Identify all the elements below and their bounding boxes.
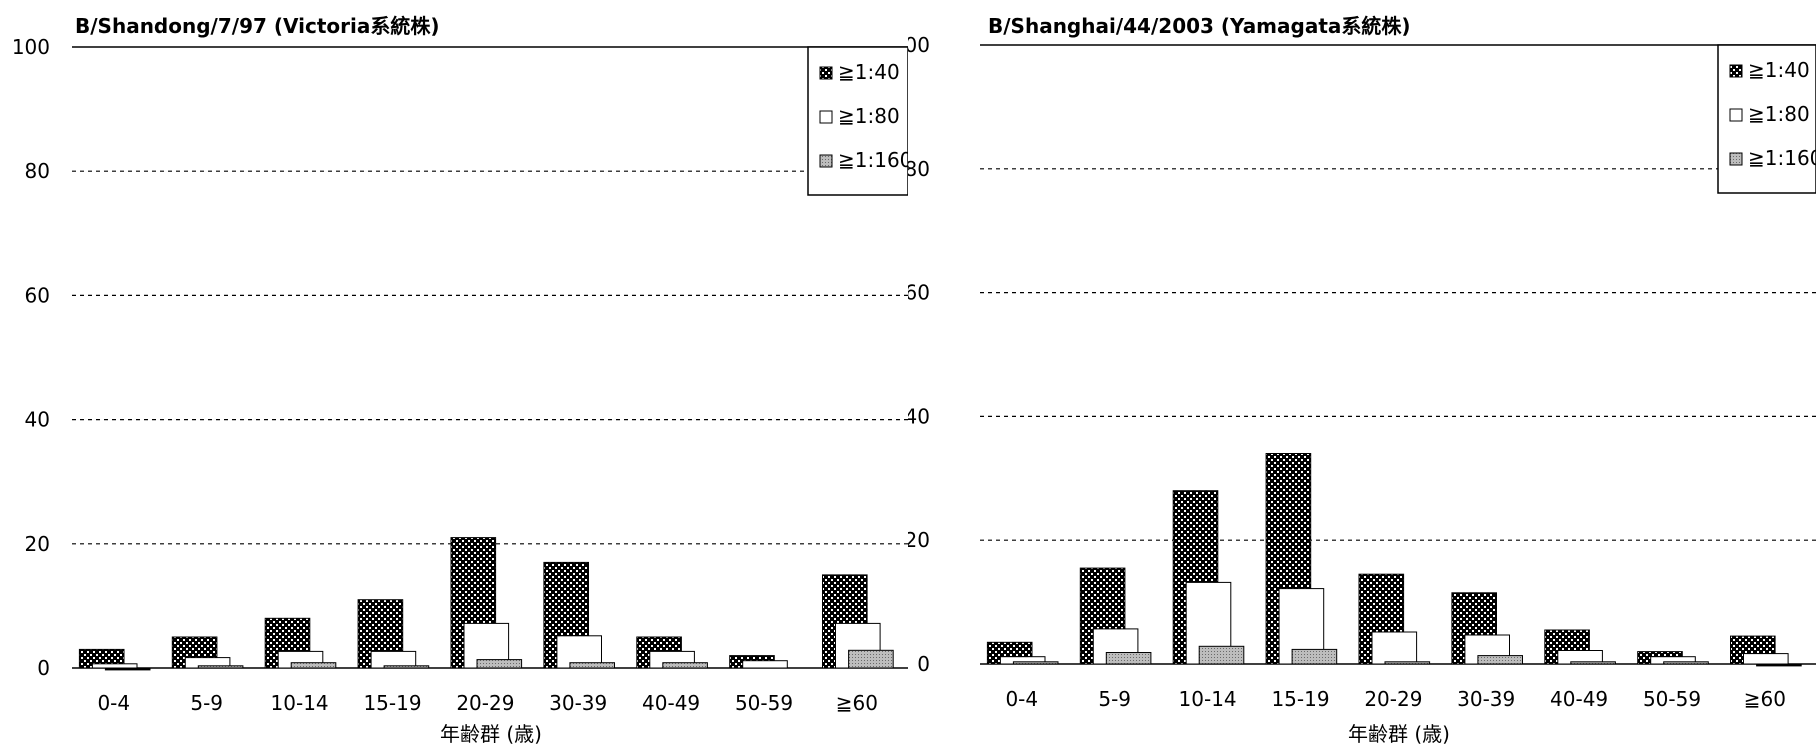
legend-swatch xyxy=(819,110,833,124)
legend-swatch xyxy=(1729,108,1743,122)
x-tick-label: 50-59 xyxy=(1643,687,1701,711)
bar-ge160 xyxy=(1477,655,1524,665)
bar-ge160 xyxy=(1570,661,1616,665)
x-tick-label: 20-29 xyxy=(1364,687,1422,711)
y-tick-label: 100 xyxy=(12,35,50,59)
chart-left-title: B/Shandong/7/97 (Victoria系統株) xyxy=(75,14,440,38)
y-tick-label: 40 xyxy=(908,404,930,428)
bar-ge160 xyxy=(383,665,430,669)
legend: ≧1:40 ≧1:80 ≧1:160 xyxy=(807,46,908,196)
chart-right-plot: 0 20 40 60 80 100 0-4 5-9 10-14 15-19 20-29 30-39 40… xyxy=(908,33,1816,711)
x-tick-label: 20-29 xyxy=(456,691,514,715)
bar-ge160 xyxy=(848,649,894,669)
y-tick-label: 40 xyxy=(25,408,50,432)
y-tick-label: 0 xyxy=(37,656,50,680)
chart-left: 0 20 40 60 80 100 0-4 5-9 10-14 15-19 20-29 30-39 40… xyxy=(0,0,908,746)
chart-right-x-axis-label: 年齢群 (歳) xyxy=(1348,722,1450,746)
x-tick-label: 5-9 xyxy=(1098,687,1131,711)
y-tick-label: 80 xyxy=(908,157,930,181)
legend-label: ≧1:40 xyxy=(1748,58,1810,82)
x-tick-label: 10-14 xyxy=(1179,687,1237,711)
legend-label: ≧1:80 xyxy=(838,104,900,128)
y-tick-label: 80 xyxy=(25,159,50,183)
bar-ge160 xyxy=(1198,645,1245,665)
chart-right-title: B/Shanghai/44/2003 (Yamagata系統株) xyxy=(988,14,1411,38)
x-tick-label: 40-49 xyxy=(1550,687,1608,711)
bar-ge160 xyxy=(1291,648,1338,665)
y-tick-label: 60 xyxy=(908,281,930,305)
bar-ge80 xyxy=(1371,631,1418,665)
bar-ge160 xyxy=(662,662,708,669)
bar-ge160 xyxy=(290,662,337,669)
y-tick-label: 60 xyxy=(25,283,50,307)
legend-swatch xyxy=(1729,152,1743,166)
x-tick-label: 0-4 xyxy=(1005,687,1038,711)
legend-swatch xyxy=(1729,64,1743,78)
x-tick-label: ≧60 xyxy=(1744,687,1786,711)
bar-ge160 xyxy=(1105,652,1152,665)
bar-ge160 xyxy=(1663,661,1709,665)
bar-ge160 xyxy=(476,659,523,669)
legend-label: ≧1:40 xyxy=(838,60,900,84)
y-tick-label: 0 xyxy=(917,652,930,676)
bar-ge160 xyxy=(197,665,244,669)
x-tick-label: 0-4 xyxy=(97,691,130,715)
bar-ge160 xyxy=(1012,661,1059,665)
chart-right: 0 20 40 60 80 100 0-4 5-9 10-14 15-19 20-29 30-39 40… xyxy=(908,0,1816,746)
legend: ≧1:40 ≧1:80 ≧1:160 xyxy=(1717,44,1816,194)
chart-left-x-axis-label: 年齢群 (歳) xyxy=(440,722,542,746)
bar-ge80 xyxy=(1743,653,1789,665)
legend-label: ≧1:160 xyxy=(1748,146,1816,170)
bar-ge160 xyxy=(569,662,616,669)
legend-label: ≧1:160 xyxy=(838,148,908,172)
bar-ge160 xyxy=(104,668,151,671)
legend-label: ≧1:80 xyxy=(1748,102,1810,126)
x-tick-label: 10-14 xyxy=(271,691,329,715)
x-tick-label: 15-19 xyxy=(363,691,421,715)
y-tick-label: 20 xyxy=(25,532,50,556)
y-tick-label: 100 xyxy=(908,33,930,57)
bar-ge80 xyxy=(742,660,788,669)
x-tick-label: 5-9 xyxy=(190,691,223,715)
bar-ge80 xyxy=(91,663,138,669)
y-tick-label: 20 xyxy=(908,528,930,552)
x-tick-label: 30-39 xyxy=(549,691,607,715)
x-tick-label: 40-49 xyxy=(642,691,700,715)
legend-swatch xyxy=(819,154,833,168)
x-tick-label: 50-59 xyxy=(735,691,793,715)
bar-ge160 xyxy=(1756,664,1802,667)
x-tick-label: 15-19 xyxy=(1271,687,1329,711)
bar-ge160 xyxy=(1384,661,1431,665)
x-tick-label: 30-39 xyxy=(1457,687,1515,711)
x-tick-label: ≧60 xyxy=(836,691,878,715)
chart-left-plot: 0 20 40 60 80 100 0-4 5-9 10-14 15-19 20-29 30-39 40… xyxy=(12,35,908,715)
legend-swatch xyxy=(819,66,833,80)
